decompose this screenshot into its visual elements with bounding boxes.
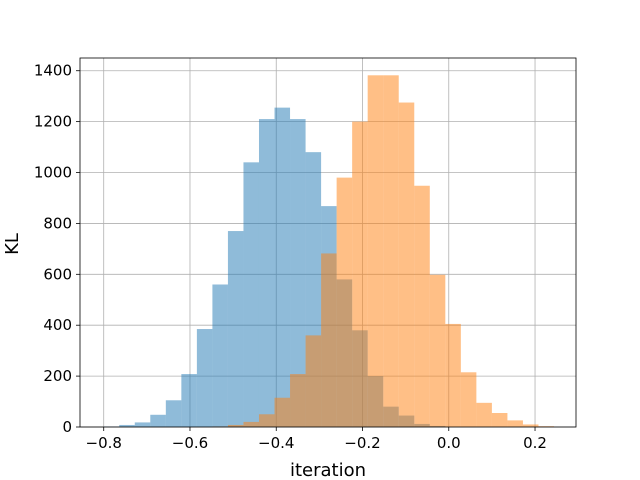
series-2-bar-4 <box>274 397 291 427</box>
y-tick-label-0: 0 <box>62 418 72 436</box>
series-1-bar-4 <box>165 400 182 427</box>
series-2-bar-20 <box>522 424 539 427</box>
x-tick-label-4: 0.0 <box>437 434 461 452</box>
series-2-bar-10 <box>367 75 384 428</box>
series-1-bar-10 <box>258 119 275 427</box>
series-1-bar-9 <box>243 162 259 427</box>
series-2-bar-11 <box>383 75 399 428</box>
series-1-bar-7 <box>212 284 228 427</box>
series-1-bar-1 <box>119 424 135 427</box>
series-2-bar-16 <box>460 372 477 427</box>
y-tick-label-2: 400 <box>43 316 72 334</box>
y-tick-label-6: 1200 <box>34 113 72 131</box>
y-tick-label-1: 200 <box>43 367 72 385</box>
series-2-bar-6 <box>305 335 322 427</box>
series-1-bar-12 <box>290 119 306 427</box>
y-tick-label-4: 800 <box>43 214 72 232</box>
series-2-bar-13 <box>414 185 430 427</box>
series-2-bar-12 <box>398 102 415 427</box>
series-2-bar-5 <box>290 374 306 427</box>
series-2-bar-17 <box>476 402 492 427</box>
y-tick-label-5: 1000 <box>34 164 72 182</box>
series-1-bar-6 <box>196 329 213 427</box>
series-2-bar-14 <box>429 274 446 427</box>
series-2-bar-7 <box>321 253 337 427</box>
series-1-bar-8 <box>227 231 244 427</box>
series-2-bar-1 <box>227 424 244 427</box>
series-2-bar-8 <box>336 177 353 427</box>
x-tick-label-0: −0.8 <box>86 434 122 452</box>
series-2-bar-2 <box>243 421 259 427</box>
plot-frame <box>79 57 577 428</box>
series-2-bar-3 <box>258 414 275 427</box>
y-tick-label-3: 600 <box>43 265 72 283</box>
series-1-bar-11 <box>274 107 291 427</box>
series-2-bar-18 <box>491 413 508 427</box>
series-1-bar-3 <box>150 414 166 427</box>
series-2-bar-9 <box>352 121 368 427</box>
grid-lines <box>80 58 576 428</box>
y-axis-ticks: 0 200 400 600 800 1000 1200 1400 <box>34 62 80 436</box>
x-tick-label-5: 0.2 <box>523 434 547 452</box>
y-axis-label: KL <box>2 233 23 255</box>
x-tick-label-2: −0.4 <box>258 434 294 452</box>
series-2-bar-19 <box>507 420 523 427</box>
series-1-bar-2 <box>134 422 151 427</box>
x-tick-label-3: −0.2 <box>344 434 380 452</box>
x-axis-label: iteration <box>290 460 366 480</box>
x-tick-label-1: −0.6 <box>172 434 208 452</box>
series-1-bar-5 <box>181 374 197 427</box>
histogram-bars <box>103 75 555 428</box>
x-axis-ticks: −0.8 −0.6 −0.4 −0.2 0.0 0.2 <box>86 427 547 452</box>
y-tick-label-7: 1400 <box>34 62 72 80</box>
series-2-bar-15 <box>445 323 461 427</box>
